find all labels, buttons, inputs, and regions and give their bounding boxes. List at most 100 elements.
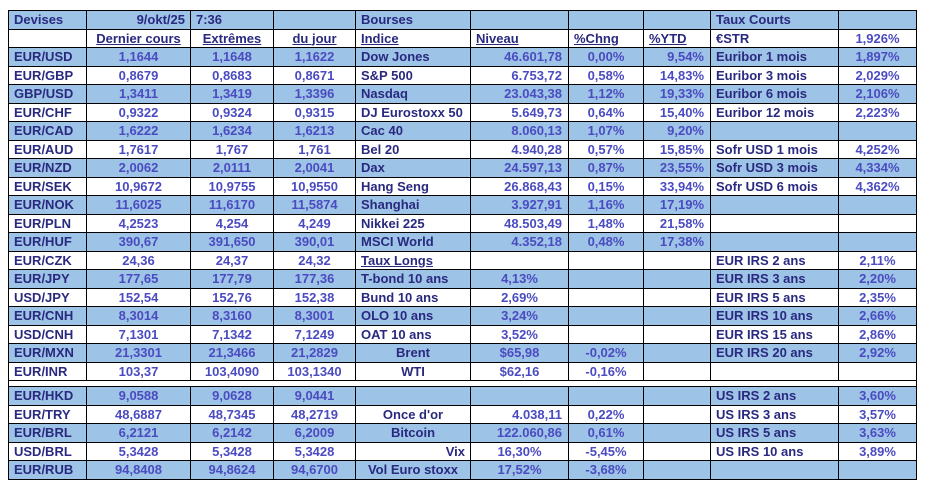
row-label: DJ Eurostoxx 50 — [355, 102, 471, 122]
spacer-row — [8, 380, 917, 387]
row-label: OAT 10 ans — [355, 324, 471, 344]
row-label: Euribor 1 mois — [710, 47, 839, 67]
table-row: GBP/USD 1,3411 1,3419 1,3396 Nasdaq 23.043,38… — [8, 84, 917, 104]
column-header: Indice — [355, 28, 471, 48]
table-row: USD/JPY 152,54 152,76 152,38 Bund 10 ans 2,69… — [8, 287, 917, 307]
cell-value: 3,63% — [838, 423, 917, 443]
cell-value: -3,68% — [568, 460, 644, 480]
empty-cell — [643, 324, 711, 344]
cell-value: 94,8624 — [190, 460, 274, 480]
cell-value: 103,4090 — [190, 361, 274, 381]
cell-value: 19,33% — [643, 84, 711, 104]
cell-value: 0,9315 — [273, 102, 356, 122]
cell-value: 7,1301 — [86, 324, 191, 344]
cell-value: 6,2009 — [273, 423, 356, 443]
empty-cell — [643, 306, 711, 326]
row-label: S&P 500 — [355, 65, 471, 85]
row-label: WTI — [355, 361, 471, 381]
row-label: EUR/TRY — [8, 404, 87, 424]
table-row: EUR/BRL 6,2121 6,2142 6,2009 Bitcoin 122.060,… — [8, 423, 917, 443]
cell-value: 2,92% — [838, 343, 917, 363]
empty-cell — [643, 441, 711, 461]
cell-value: 33,94% — [643, 176, 711, 196]
cell-value: 390,01 — [273, 232, 356, 252]
row-label: Brent — [355, 343, 471, 363]
cell-value: 0,61% — [568, 423, 644, 443]
row-label: EUR IRS 2 ans — [710, 250, 839, 270]
column-header: Extrêmes — [190, 28, 274, 48]
empty-cell — [838, 361, 917, 381]
row-label: EUR/USD — [8, 47, 87, 67]
row-label: Euribor 3 mois — [710, 65, 839, 85]
table-row: EUR/SEK 10,9672 10,9755 10,9550 Hang Seng 26.… — [8, 176, 917, 196]
cell-value: 5,3428 — [86, 441, 191, 461]
empty-cell — [710, 121, 839, 141]
table-row: EUR/NZD 2,0062 2,0111 2,0041 Dax 24.597,13 0,8… — [8, 158, 917, 178]
cell-value: 10,9755 — [190, 176, 274, 196]
table-row: EUR/AUD 1,7617 1,767 1,761 Bel 20 4.940,28 0,5… — [8, 139, 917, 159]
cell-value: 1,897% — [838, 47, 917, 67]
cell-value: 4,254 — [190, 213, 274, 233]
row-label: Hang Seng — [355, 176, 471, 196]
row-label: EUR/BRL — [8, 423, 87, 443]
row-label: EUR/CAD — [8, 121, 87, 141]
row-label: EUR/INR — [8, 361, 87, 381]
cell-value: -0,02% — [568, 343, 644, 363]
cell-value: 3,89% — [838, 441, 917, 461]
table-row: USD/BRL 5,3428 5,3428 5,3428 Vix 16,30% -5,45%… — [8, 441, 917, 461]
cell-value: 103,37 — [86, 361, 191, 381]
row-label: OLO 10 ans — [355, 306, 471, 326]
column-header: du jour — [273, 28, 356, 48]
empty-cell — [838, 232, 917, 252]
table-row: EUR/TRY 48,6887 48,7345 48,2719 Once d'or 4.0… — [8, 404, 917, 424]
cell-value: 4,2523 — [86, 213, 191, 233]
cell-value: 94,8408 — [86, 460, 191, 480]
spacer-cell — [8, 380, 917, 387]
row-label: US IRS 2 ans — [710, 386, 839, 406]
table-row: EUR/RUB 94,8408 94,8624 94,6700 Vol Euro sto… — [8, 460, 917, 480]
row-label: US IRS 3 ans — [710, 404, 839, 424]
row-label: EUR/HUF — [8, 232, 87, 252]
row-label: Dax — [355, 158, 471, 178]
row-label: Nikkei 225 — [355, 213, 471, 233]
row-label: EUR/CHF — [8, 102, 87, 122]
cell-value: 4.352,18 — [470, 232, 569, 252]
cell-value: 152,76 — [190, 287, 274, 307]
cell-value: 391,650 — [190, 232, 274, 252]
column-header: Niveau — [470, 28, 569, 48]
row-label: EUR/NOK — [8, 195, 87, 215]
row-label: Euribor 6 mois — [710, 84, 839, 104]
empty-cell — [838, 213, 917, 233]
report-time: 7:36 — [190, 10, 274, 30]
cell-value: 48,2719 — [273, 404, 356, 424]
empty-cell — [568, 10, 644, 30]
cell-value: 1,12% — [568, 84, 644, 104]
cell-value: 5,3428 — [273, 441, 356, 461]
row-label: EUR/HKD — [8, 386, 87, 406]
row-label: €STR — [710, 28, 839, 48]
row-label: Euribor 12 mois — [710, 102, 839, 122]
cell-value: 48.503,49 — [470, 213, 569, 233]
cell-value: 1,3411 — [86, 84, 191, 104]
cell-value: 8,3001 — [273, 306, 356, 326]
row-label: Sofr USD 6 mois — [710, 176, 839, 196]
row-label: Bund 10 ans — [355, 287, 471, 307]
cell-value: 14,83% — [643, 65, 711, 85]
table-row: EUR/JPY 177,65 177,79 177,36 T-bond 10 ans 4,… — [8, 269, 917, 289]
cell-value: 1,6222 — [86, 121, 191, 141]
cell-value: 152,38 — [273, 287, 356, 307]
empty-cell — [710, 195, 839, 215]
cell-value: 1,1644 — [86, 47, 191, 67]
row-label: USD/CNH — [8, 324, 87, 344]
row-label: Nasdaq — [355, 84, 471, 104]
cell-value: 177,65 — [86, 269, 191, 289]
empty-cell — [470, 250, 569, 270]
table-row: EUR/CZK 24,36 24,37 24,32 Taux Longs EUR IRS … — [8, 250, 917, 270]
cell-value: 4,252% — [838, 139, 917, 159]
row-label: USD/JPY — [8, 287, 87, 307]
row-label: EUR IRS 10 ans — [710, 306, 839, 326]
empty-cell — [710, 460, 839, 480]
section-title: Taux Courts — [710, 10, 839, 30]
table-row: EUR/GBP 0,8679 0,8683 0,8671 S&P 500 6.753,72… — [8, 65, 917, 85]
row-label: Bitcoin — [355, 423, 471, 443]
